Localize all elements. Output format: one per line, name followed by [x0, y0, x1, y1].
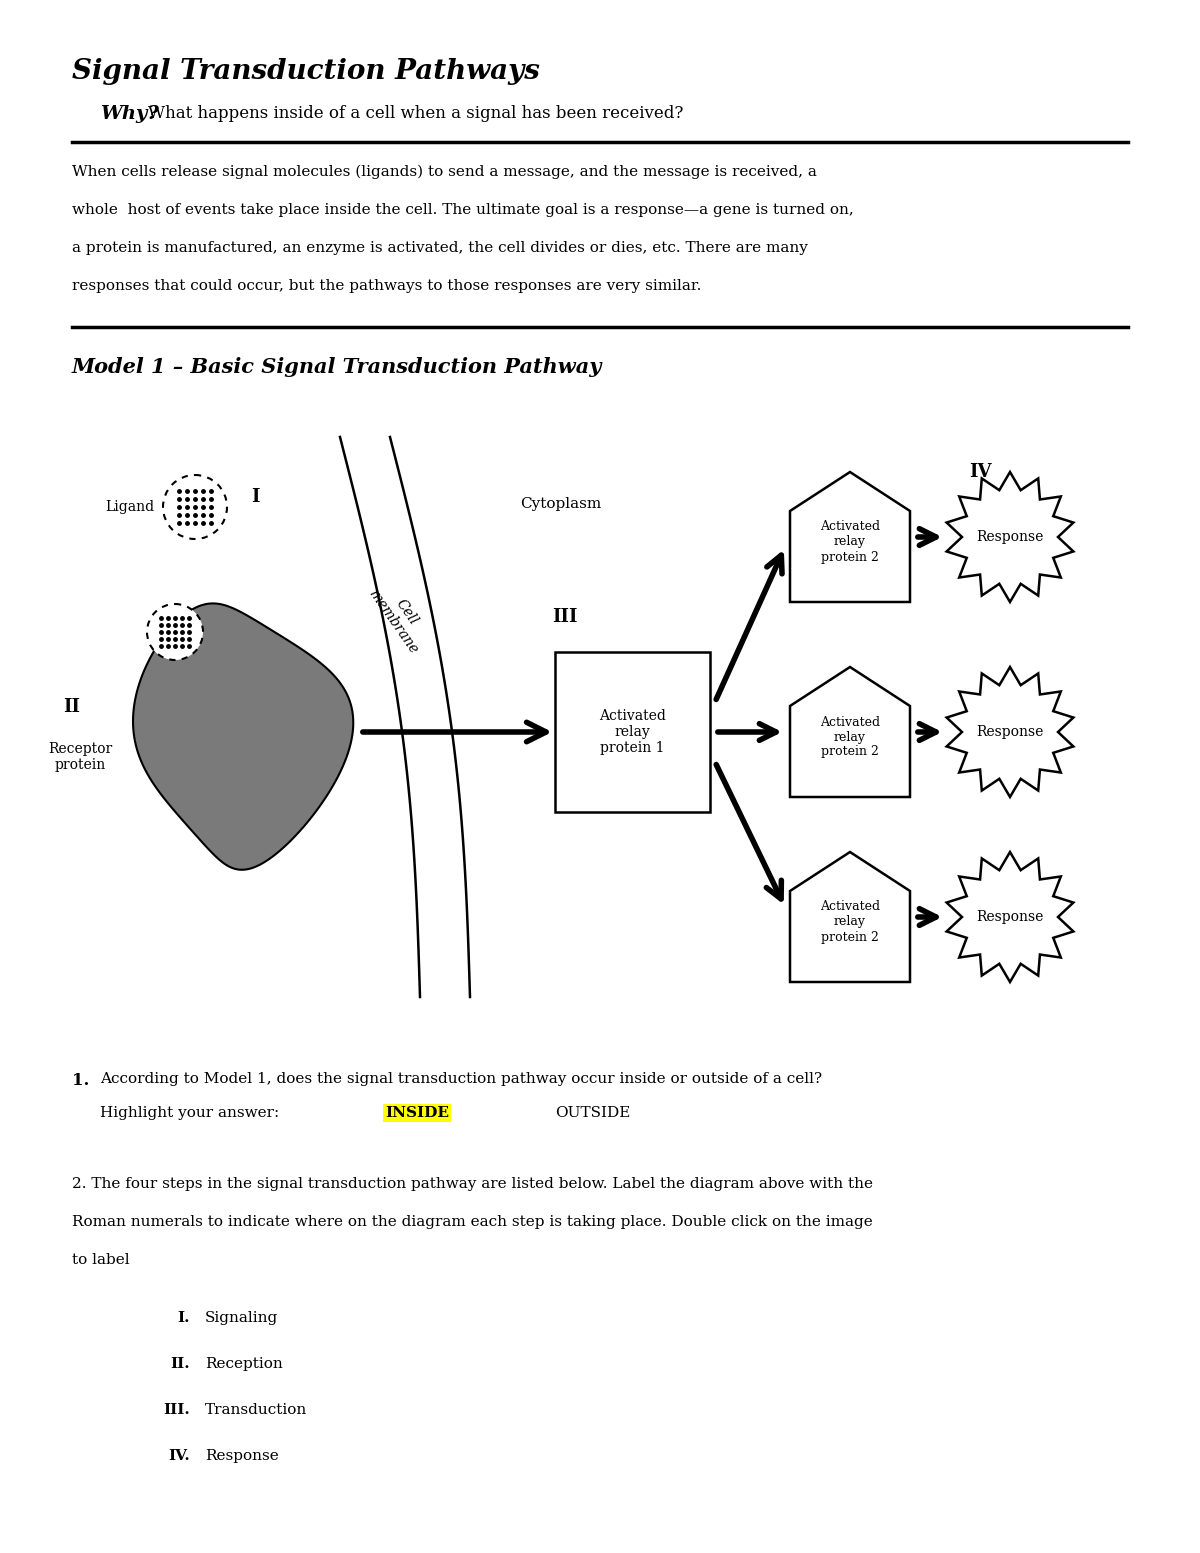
Text: Signaling: Signaling: [205, 1311, 278, 1325]
Circle shape: [148, 604, 203, 660]
Text: Activated
relay
protein 2: Activated relay protein 2: [820, 716, 880, 758]
Text: III.: III.: [163, 1402, 190, 1416]
Polygon shape: [947, 472, 1073, 603]
Text: When cells release signal molecules (ligands) to send a message, and the message: When cells release signal molecules (lig…: [72, 165, 817, 180]
Text: I.: I.: [178, 1311, 190, 1325]
Text: According to Model 1, does the signal transduction pathway occur inside or outsi: According to Model 1, does the signal tr…: [100, 1072, 822, 1086]
Text: Receptor
protein: Receptor protein: [48, 742, 112, 772]
Text: Activated
relay
protein 2: Activated relay protein 2: [820, 901, 880, 944]
Text: Ligand: Ligand: [106, 500, 155, 514]
Text: Cell
membrane: Cell membrane: [366, 578, 434, 657]
Text: Model 1 – Basic Signal Transduction Pathway: Model 1 – Basic Signal Transduction Path…: [72, 357, 602, 377]
Text: Response: Response: [205, 1449, 278, 1463]
Text: Activated
relay
protein 2: Activated relay protein 2: [820, 520, 880, 564]
Text: Cytoplasm: Cytoplasm: [520, 497, 601, 511]
FancyBboxPatch shape: [554, 652, 710, 812]
Text: INSIDE: INSIDE: [385, 1106, 449, 1120]
Text: Response: Response: [977, 530, 1044, 544]
Text: Activated
relay
protein 1: Activated relay protein 1: [599, 708, 666, 755]
Text: Highlight your answer:: Highlight your answer:: [100, 1106, 280, 1120]
Text: a protein is manufactured, an enzyme is activated, the cell divides or dies, etc: a protein is manufactured, an enzyme is …: [72, 241, 808, 255]
Text: What happens inside of a cell when a signal has been received?: What happens inside of a cell when a sig…: [148, 106, 683, 123]
Text: Reception: Reception: [205, 1357, 283, 1371]
Polygon shape: [790, 472, 910, 603]
Polygon shape: [947, 666, 1073, 797]
Text: III: III: [552, 609, 577, 626]
Polygon shape: [133, 604, 353, 870]
Text: II: II: [64, 697, 80, 716]
Polygon shape: [947, 853, 1073, 981]
Text: Why?: Why?: [100, 106, 158, 123]
Text: to label: to label: [72, 1253, 130, 1267]
Text: Transduction: Transduction: [205, 1402, 307, 1416]
Text: IV.: IV.: [168, 1449, 190, 1463]
Text: 1.: 1.: [72, 1072, 89, 1089]
Polygon shape: [790, 853, 910, 981]
Polygon shape: [790, 666, 910, 797]
Text: whole  host of events take place inside the cell. The ultimate goal is a respons: whole host of events take place inside t…: [72, 203, 853, 217]
Text: responses that could occur, but the pathways to those responses are very similar: responses that could occur, but the path…: [72, 280, 701, 294]
Text: OUTSIDE: OUTSIDE: [554, 1106, 630, 1120]
Text: Signal Transduction Pathways: Signal Transduction Pathways: [72, 57, 540, 85]
Text: Response: Response: [977, 910, 1044, 924]
Text: Response: Response: [977, 725, 1044, 739]
Text: Roman numerals to indicate where on the diagram each step is taking place. Doubl: Roman numerals to indicate where on the …: [72, 1214, 872, 1228]
Text: IV: IV: [968, 463, 991, 481]
Text: II.: II.: [170, 1357, 190, 1371]
Text: I: I: [251, 488, 259, 506]
Text: 2. The four steps in the signal transduction pathway are listed below. Label the: 2. The four steps in the signal transduc…: [72, 1177, 874, 1191]
